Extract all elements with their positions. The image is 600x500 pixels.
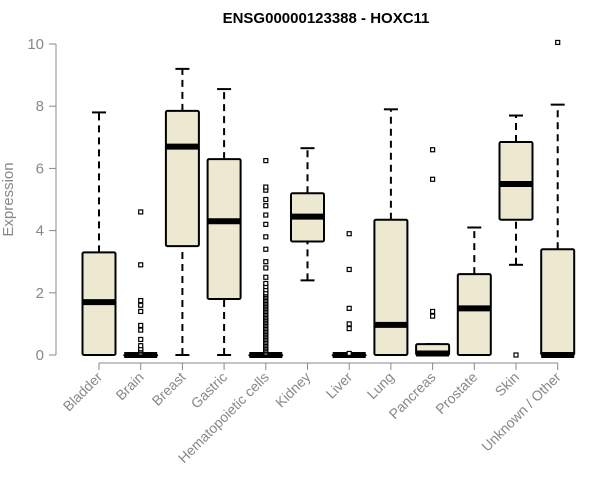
- outlier-point: [263, 259, 269, 265]
- outlier-point: [346, 325, 352, 332]
- outlier-point: [263, 274, 269, 280]
- x-tick-label: Unknown / Other: [478, 369, 564, 455]
- outlier-point: [138, 297, 144, 304]
- outlier-point: [138, 302, 144, 308]
- y-tick-label: 0: [36, 347, 44, 364]
- outlier-point: [430, 147, 436, 153]
- outlier-point: [138, 262, 144, 268]
- outlier-point: [138, 308, 144, 315]
- box-skin: [498, 114, 534, 358]
- outlier-point: [346, 266, 352, 273]
- outlier-point: [263, 196, 269, 203]
- box-lung: [373, 108, 409, 356]
- box-kidney: [290, 147, 325, 282]
- x-tick-label: Kidney: [272, 369, 314, 411]
- outlier-point: [346, 231, 352, 237]
- outlier-point: [263, 246, 269, 252]
- outlier-point: [513, 352, 519, 358]
- outlier-point: [263, 280, 269, 287]
- y-tick-label: 4: [36, 223, 44, 240]
- box-body: [498, 140, 534, 221]
- outlier-point: [263, 212, 269, 218]
- y-tick-label: 10: [27, 36, 44, 53]
- outlier-point: [138, 336, 144, 343]
- x-tick-label: Skin: [492, 369, 523, 400]
- box-brain: [123, 209, 159, 358]
- box-body: [373, 218, 409, 356]
- box-breast: [164, 67, 200, 356]
- y-tick-label: 6: [36, 160, 44, 177]
- box-pancreas: [415, 147, 451, 357]
- x-tick-label: Bladder: [60, 369, 106, 415]
- box-liver: [331, 231, 367, 358]
- outlier-point: [263, 158, 269, 164]
- y-axis: 0 2 4 6 8 10: [27, 36, 57, 364]
- box-body: [206, 158, 242, 301]
- x-tick-label: Brain: [112, 369, 146, 403]
- outlier-point: [263, 184, 269, 190]
- y-tick-label: 2: [36, 285, 44, 302]
- outlier-point: [430, 313, 436, 319]
- outlier-point: [346, 321, 352, 327]
- outlier-point: [138, 209, 144, 215]
- outlier-point: [138, 343, 144, 349]
- box-hematopoietic-cells: [248, 158, 284, 358]
- outlier-point: [430, 176, 436, 182]
- box-unknown-other: [540, 39, 576, 358]
- y-axis-label: Expression: [0, 162, 17, 236]
- x-tick-label: Prostate: [432, 369, 480, 417]
- box-body: [164, 109, 200, 248]
- box-body: [540, 248, 576, 356]
- outlier-point: [138, 322, 144, 329]
- x-tick-label: Breast: [149, 369, 189, 409]
- box-gastric: [206, 88, 242, 356]
- x-tick-label: Lung: [364, 369, 397, 402]
- outlier-point: [263, 265, 269, 271]
- outlier-point: [263, 221, 269, 227]
- x-tick-label: Liver: [323, 369, 356, 402]
- chart-title: ENSG00000123388 - HOXC11: [223, 10, 430, 27]
- outlier-point: [138, 327, 144, 333]
- box-bladder: [81, 111, 117, 356]
- box-body: [456, 273, 492, 357]
- outlier-point: [346, 350, 352, 357]
- outlier-point: [555, 39, 561, 46]
- outlier-point: [263, 203, 269, 209]
- y-tick-label: 8: [36, 98, 44, 115]
- outlier-point: [430, 308, 436, 315]
- box-series: [81, 39, 576, 358]
- box-prostate: [456, 226, 492, 357]
- outlier-point: [346, 305, 352, 311]
- outlier-point: [263, 234, 269, 240]
